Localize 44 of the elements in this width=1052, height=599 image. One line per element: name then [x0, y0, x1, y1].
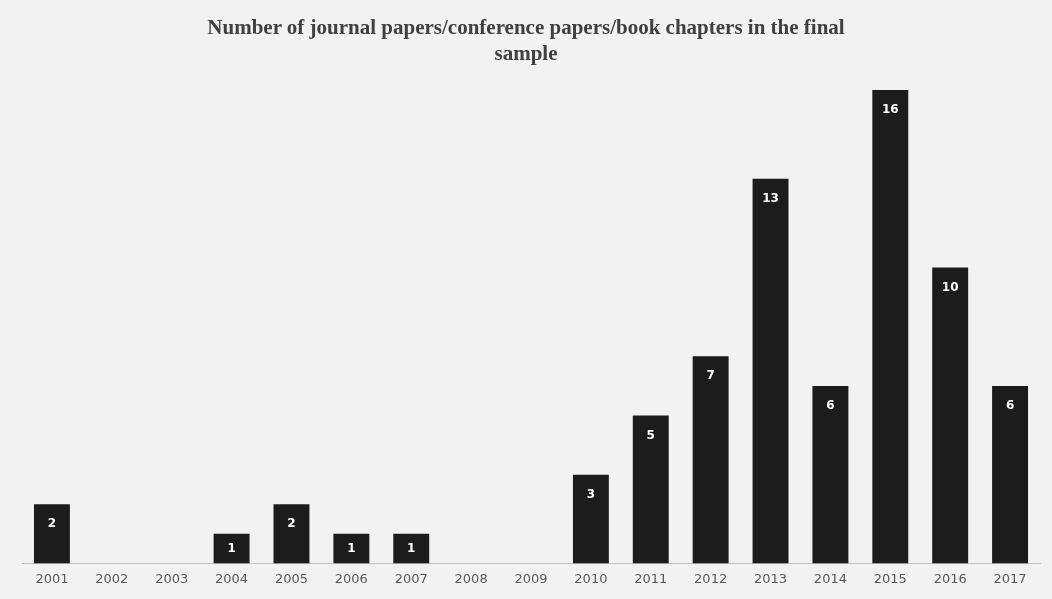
data-label: 1 — [347, 540, 356, 555]
x-tick-label: 2016 — [933, 570, 967, 586]
data-label: 6 — [826, 398, 835, 412]
data-label: 2 — [47, 516, 57, 531]
bar — [992, 385, 1029, 564]
x-tick-label: 2009 — [514, 570, 548, 586]
bar — [33, 504, 70, 564]
data-label: 1 — [227, 540, 236, 555]
x-tick-label: 2003 — [155, 570, 189, 586]
x-tick-label: 2015 — [873, 570, 907, 586]
x-tick-label: 2005 — [274, 570, 309, 586]
data-label: 13 — [762, 190, 779, 205]
x-tick-label: 2014 — [813, 570, 847, 586]
bar — [572, 474, 609, 564]
data-label: 3 — [586, 486, 596, 501]
bar — [752, 178, 789, 564]
data-label: 6 — [1005, 398, 1015, 412]
bar — [812, 385, 849, 564]
data-label: 7 — [706, 368, 715, 383]
bar — [333, 533, 370, 564]
x-tick-label: 2012 — [694, 570, 728, 586]
x-tick-label: 2007 — [394, 570, 428, 586]
bar — [213, 533, 250, 564]
bar — [632, 415, 669, 564]
x-tick-label: 2006 — [334, 570, 368, 586]
data-label: 16 — [881, 102, 899, 117]
x-tick-label: 2011 — [634, 570, 668, 586]
bar — [872, 90, 909, 564]
x-tick-label: 2017 — [993, 570, 1027, 586]
data-label: 1 — [407, 540, 416, 555]
x-tick-label: 2002 — [95, 570, 129, 586]
bar — [393, 533, 430, 564]
bar — [932, 267, 969, 564]
chart-title: Number of journal papers/conference papers/book chapters in the final sample — [206, 14, 846, 66]
x-tick-label: 2004 — [215, 570, 249, 586]
x-tick-label: 2013 — [753, 570, 788, 586]
bar — [692, 356, 729, 564]
x-tick-label: 2010 — [574, 570, 608, 586]
data-label: 10 — [941, 279, 959, 294]
data-label: 2 — [287, 516, 296, 531]
x-tick-label: 2008 — [454, 570, 488, 586]
data-label: 5 — [646, 427, 655, 442]
x-tick-label: 2001 — [35, 570, 69, 586]
bar — [273, 504, 310, 564]
